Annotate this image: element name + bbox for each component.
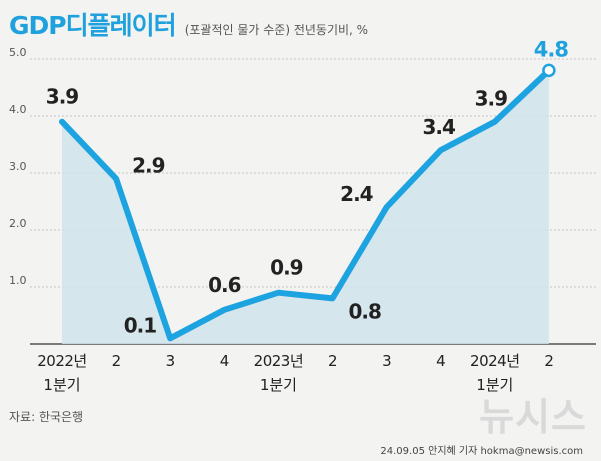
last-data-point: [542, 63, 556, 78]
data-label: 3.9: [46, 85, 79, 109]
x-tick-sublabel: 1분기: [43, 376, 80, 394]
x-tick-sublabel: 1분기: [260, 376, 297, 394]
y-tick-label: 5.0: [9, 46, 27, 59]
x-tick-label: 2: [544, 352, 553, 370]
data-label: 3.4: [422, 115, 455, 139]
data-label: 0.9: [270, 256, 303, 280]
x-tick-label: 4: [220, 352, 229, 370]
y-tick-label: 3.0: [9, 160, 27, 173]
y-tick-label: 2.0: [9, 217, 27, 230]
x-tick-sublabel: 1분기: [476, 376, 513, 394]
chart-title-row: GDP디플레이터 (포괄적인 물가 수준) 전년동기비, %: [9, 6, 368, 46]
data-label: 3.9: [475, 87, 508, 111]
data-label: 4.8: [534, 37, 569, 61]
data-label: 2.4: [340, 182, 373, 206]
x-tick-label: 3: [166, 352, 175, 370]
source-note: 자료: 한국은행: [9, 410, 84, 424]
x-tick-label: 2022년: [37, 352, 86, 370]
x-tick-label: 2024년: [470, 352, 519, 370]
x-tick-label: 2023년: [254, 352, 303, 370]
chart-title: GDP디플레이터: [9, 11, 177, 40]
data-label: 0.1: [124, 313, 157, 337]
data-label: 0.8: [349, 299, 382, 323]
x-tick-label: 2: [328, 352, 337, 370]
newsis-watermark: 뉴시스: [479, 395, 587, 439]
y-tick-label: 4.0: [9, 103, 27, 116]
x-tick-label: 2: [112, 352, 121, 370]
data-label: 0.6: [208, 273, 241, 297]
x-tick-label: 4: [436, 352, 445, 370]
y-tick-label: 1.0: [9, 274, 27, 287]
series-area: [62, 70, 549, 345]
data-label: 2.9: [132, 154, 165, 178]
x-tick-label: 3: [382, 352, 391, 370]
series-line: [59, 67, 552, 342]
author-credit: 24.09.05 안지혜 기자 hokma@newsis.com: [380, 446, 583, 457]
chart-subtitle: (포괄적인 물가 수준) 전년동기비, %: [184, 23, 369, 37]
